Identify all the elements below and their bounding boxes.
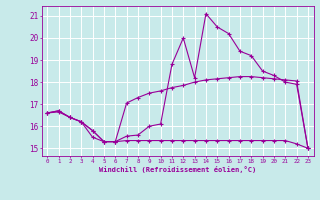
X-axis label: Windchill (Refroidissement éolien,°C): Windchill (Refroidissement éolien,°C) — [99, 166, 256, 173]
